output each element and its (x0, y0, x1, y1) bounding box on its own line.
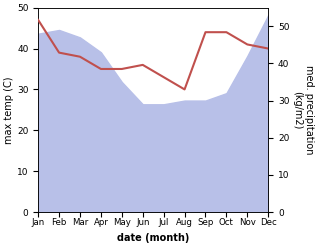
Y-axis label: max temp (C): max temp (C) (4, 76, 14, 144)
Y-axis label: med. precipitation
(kg/m2): med. precipitation (kg/m2) (292, 65, 314, 155)
X-axis label: date (month): date (month) (117, 233, 190, 243)
